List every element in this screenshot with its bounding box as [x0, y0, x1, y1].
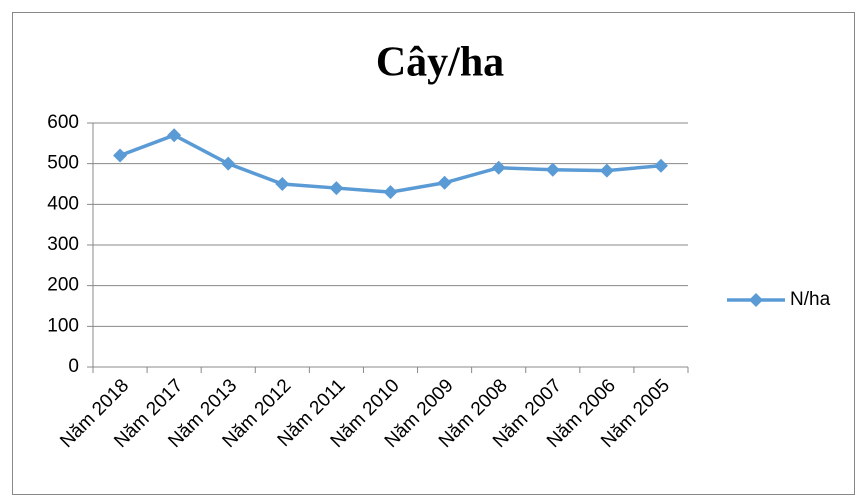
y-tick-label: 300 — [47, 234, 79, 255]
marker — [221, 156, 236, 171]
y-tick-label: 200 — [47, 275, 79, 296]
legend-label: N/ha — [790, 289, 831, 310]
y-tick-label: 0 — [68, 356, 79, 377]
y-tick-label: 500 — [47, 153, 79, 174]
marker — [113, 148, 128, 163]
marker — [167, 128, 182, 143]
legend-marker — [749, 293, 763, 307]
y-tick-label: 100 — [47, 315, 79, 336]
marker — [437, 175, 452, 190]
y-tick-label: 600 — [47, 112, 79, 133]
y-tick-label: 400 — [47, 193, 79, 214]
chart-title: Cây/ha — [376, 40, 504, 86]
marker — [653, 158, 668, 173]
marker — [275, 177, 290, 191]
marker — [491, 160, 506, 175]
marker — [329, 181, 344, 196]
marker — [599, 163, 614, 178]
chart-border — [12, 12, 855, 495]
marker — [545, 162, 560, 177]
marker — [383, 185, 398, 200]
